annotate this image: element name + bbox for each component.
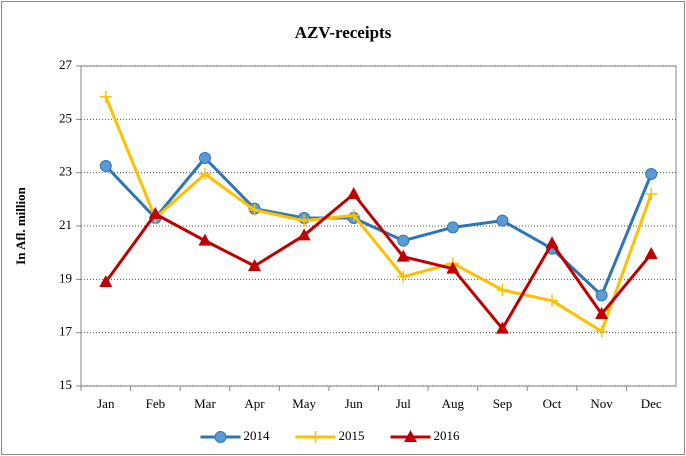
marker [99,275,113,287]
x-tick-label: Dec [641,396,662,411]
x-tick-label: Sep [493,396,513,411]
marker [396,249,410,262]
series-line [104,96,653,333]
marker [644,247,658,259]
marker [645,188,658,200]
y-axis-label: In Afl. million [13,186,28,264]
y-tick-label: 19 [59,270,72,285]
x-tick-label: Jul [396,396,412,411]
marker [546,294,559,307]
marker [397,270,410,283]
x-tick-label: Feb [146,396,166,411]
marker [99,160,112,172]
marker [397,234,410,247]
chart-title: AZV-receipts [295,23,392,42]
y-tick-label: 21 [59,217,72,232]
legend-label: 2014 [244,428,271,443]
marker [545,236,559,249]
series-line [104,192,653,331]
marker [99,90,112,103]
legend-marker [214,431,227,443]
marker [496,284,509,296]
x-tick-label: Mar [194,396,216,411]
marker [595,325,608,338]
y-tick-label: 27 [59,57,73,72]
legend-marker [309,431,322,443]
marker [347,187,361,199]
x-tick-label: Aug [442,396,465,411]
marker [297,228,311,241]
marker [446,221,459,234]
marker [495,321,509,334]
marker [198,233,212,246]
x-tick-label: Nov [590,396,613,411]
y-tick-label: 15 [59,377,72,392]
x-tick-label: Oct [543,396,562,411]
legend-label: 2015 [339,428,365,443]
y-tick-label: 23 [59,164,72,179]
legend-marker [404,430,417,442]
y-tick-label: 25 [59,110,72,125]
x-tick-label: Jan [97,396,115,411]
marker [595,289,608,302]
marker [645,168,658,180]
marker [248,259,262,271]
marker [595,307,609,319]
marker [446,261,460,274]
marker [347,209,360,222]
y-tick-label: 17 [59,324,73,339]
marker [496,214,509,227]
marker [198,152,211,164]
marker [198,168,211,180]
marker [298,214,311,227]
x-tick-label: Jun [345,396,364,411]
legend-label: 2016 [434,428,461,443]
marker [148,207,162,219]
marker [248,204,261,216]
x-tick-label: Apr [244,396,265,411]
x-tick-label: May [292,396,316,411]
